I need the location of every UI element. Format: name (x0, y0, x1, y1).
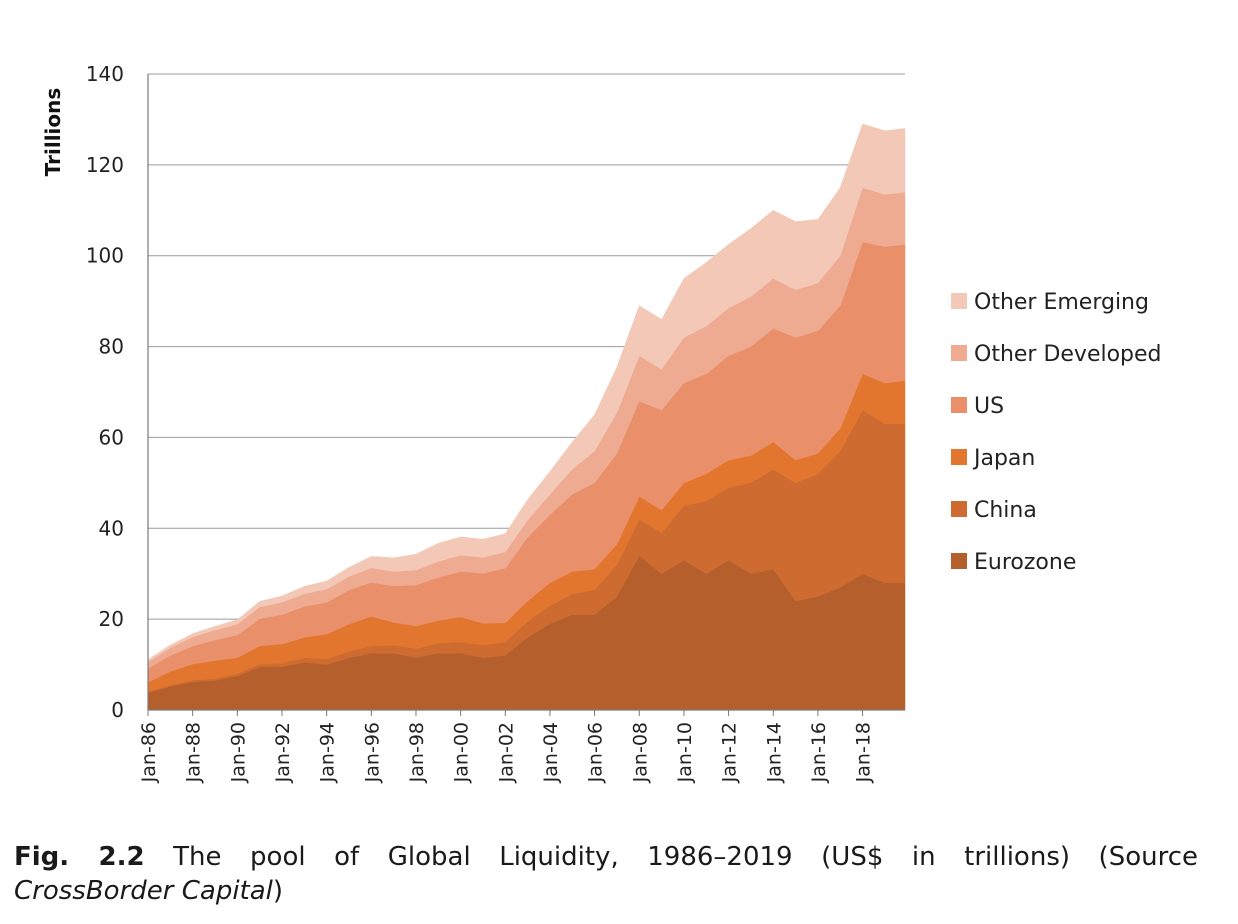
x-tick-label: Jan-08 (629, 722, 651, 783)
y-tick-label: 0 (111, 698, 124, 722)
gridlines (148, 73, 905, 620)
x-tick-label: Jan-18 (853, 722, 875, 783)
legend-entry: US (974, 394, 1004, 419)
y-tick-label: 140 (86, 62, 124, 86)
x-tick-label: Jan-06 (585, 722, 607, 783)
y-tick-label: 120 (86, 153, 124, 177)
legend-swatch (951, 397, 967, 413)
legend: Other Emerging Other Developed US Japan Chin… (951, 290, 1162, 575)
x-tick-label: Jan-96 (361, 722, 383, 783)
x-tick-label: Jan-88 (183, 722, 205, 783)
y-tick-label: 40 (99, 516, 124, 540)
area-other-emerging (147, 123, 906, 663)
legend-entry: Other Developed (974, 342, 1162, 367)
legend-swatch (951, 501, 967, 517)
figure-caption: Fig. 2.2 The pool of Global Liquidity, 1… (14, 840, 1198, 908)
legend-entry: Japan (972, 446, 1035, 471)
x-tick-label: Jan-12 (719, 722, 741, 783)
legend-swatch (951, 449, 967, 465)
legend-swatch (951, 293, 967, 309)
x-tick-label: Jan-04 (540, 722, 562, 783)
y-tick-label: 20 (99, 607, 124, 631)
x-tick-label: Jan-14 (763, 722, 785, 783)
caption-text: The pool of Global Liquidity, 1986–2019 … (173, 842, 1199, 872)
y-tick-label: 80 (99, 335, 124, 359)
x-tick-label: Jan-98 (406, 722, 428, 783)
legend-entry: Other Emerging (974, 290, 1149, 315)
area-series (147, 123, 906, 711)
legend-entry: Eurozone (974, 550, 1076, 575)
y-tick-labels: 0 20 40 60 80 100 120 140 (86, 62, 124, 722)
y-tick-label: 100 (86, 244, 124, 268)
legend-swatch (951, 553, 967, 569)
x-tick-label: Jan-94 (317, 722, 339, 783)
caption-line-1: Fig. 2.2 The pool of Global Liquidity, 1… (14, 840, 1198, 874)
legend-swatch (951, 345, 967, 361)
x-tick-labels: Jan-86 Jan-88 Jan-90 Jan-92 Jan-94 Jan-96 Jan-… (138, 710, 875, 783)
caption-source: CrossBorder Capital (14, 876, 273, 906)
y-axis-label: Trillions (41, 88, 65, 177)
legend-entry: China (974, 498, 1037, 523)
x-tick-label: Jan-86 (138, 722, 160, 783)
x-tick-label: Jan-90 (227, 722, 249, 783)
x-tick-label: Jan-02 (495, 722, 517, 783)
axes (147, 74, 905, 711)
x-tick-label: Jan-92 (272, 722, 294, 783)
caption-close: ) (272, 876, 284, 906)
x-tick-label: Jan-00 (451, 722, 473, 783)
x-tick-label: Jan-16 (808, 722, 830, 783)
x-tick-label: Jan-10 (674, 722, 696, 783)
figure-label: Fig. 2.2 (14, 842, 145, 872)
y-tick-label: 60 (99, 425, 124, 449)
